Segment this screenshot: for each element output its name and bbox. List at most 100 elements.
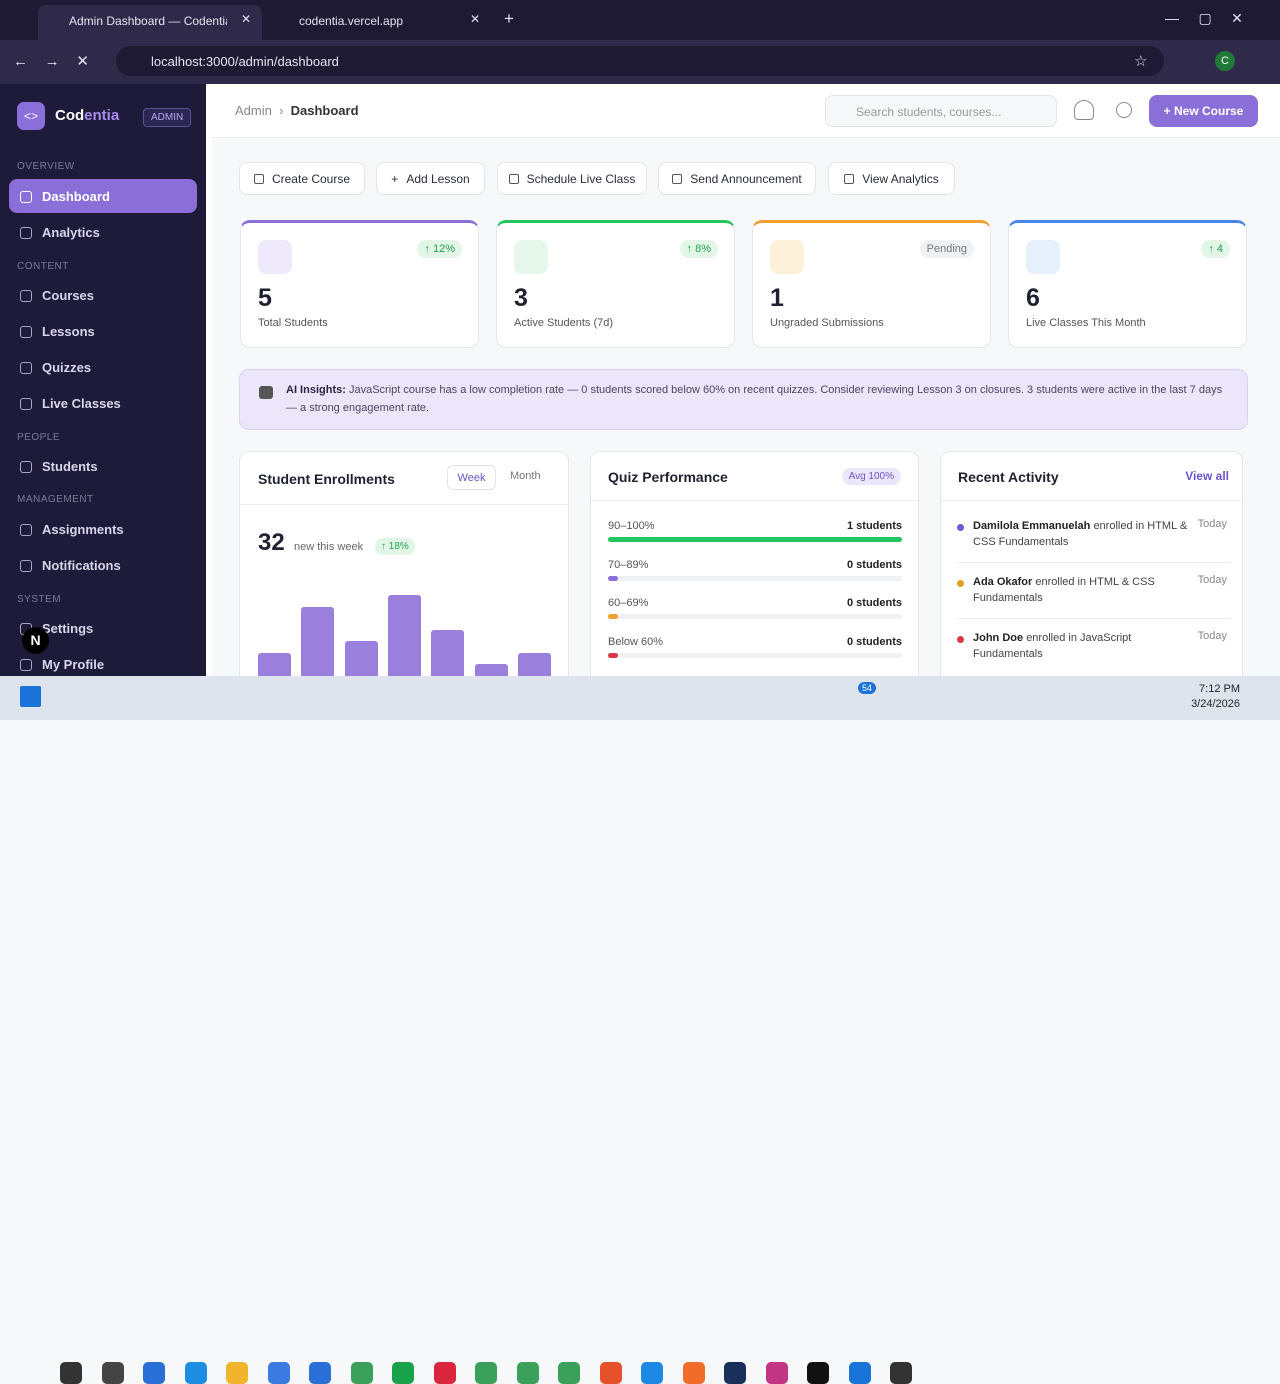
tab-title[interactable]: codentia.vercel.app [299, 14, 404, 28]
header: Admin › Dashboard Search students, cours… [212, 84, 1280, 138]
section-title: CONTENT [17, 261, 69, 272]
nav-item[interactable]: Quizzes [20, 360, 91, 375]
track [608, 614, 902, 619]
track [608, 652, 902, 658]
profile[interactable]: C [1215, 51, 1235, 71]
caption: new this week [294, 541, 364, 553]
address-bar-row: ← → ✕ localhost:3000/admin/dashboard ☆ C [0, 40, 1280, 84]
taskbar-app[interactable] [60, 1362, 82, 1384]
taskbar-app[interactable] [516, 1362, 539, 1384]
bar [387, 595, 421, 690]
taskbar-app[interactable] [807, 1362, 829, 1384]
stat-label: Active Students (7d) [514, 317, 614, 329]
search[interactable]: Search students, courses... [825, 95, 1057, 127]
taskbar-app[interactable] [101, 1362, 124, 1384]
nav-item[interactable]: Assignments [20, 522, 124, 537]
taskbar-app[interactable] [350, 1362, 373, 1384]
section-title: MANAGEMENT [17, 494, 94, 505]
quick-action[interactable]: View Analytics [828, 162, 955, 195]
taskbar-app[interactable] [848, 1362, 871, 1384]
separator [957, 618, 1231, 619]
start[interactable] [20, 686, 41, 707]
range: 60–69% [608, 597, 649, 609]
range: Below 60% [608, 635, 664, 648]
taskbar-app[interactable] [309, 1362, 331, 1384]
quick-action[interactable]: + Add Lesson [376, 162, 485, 195]
share-bar [608, 614, 618, 619]
section-title: SYSTEM [17, 594, 62, 605]
time: Today [1197, 574, 1227, 586]
range: 70–89% [608, 558, 649, 571]
panel-title: Recent Activity [958, 469, 1059, 485]
taskbar-app[interactable] [267, 1362, 290, 1384]
nav-item[interactable]: Dashboard [20, 189, 110, 204]
stat-icon [258, 240, 292, 274]
taskbar-app[interactable] [433, 1362, 456, 1384]
taskbar-app[interactable] [475, 1362, 497, 1384]
stat-value: 1 [770, 284, 784, 312]
nav-buttons[interactable]: ← → ✕ [13, 53, 89, 70]
stat-label: Live Classes This Month [1026, 317, 1146, 329]
quick-action[interactable]: Send Announcement [658, 162, 816, 195]
dot [957, 524, 964, 531]
quick-action[interactable]: Create Course [239, 162, 365, 195]
quiz-row: 60–69% 0 students [608, 597, 902, 627]
taskbar-app[interactable] [724, 1362, 746, 1384]
dot [957, 636, 964, 643]
time: Today [1197, 518, 1227, 530]
taskbar-app[interactable] [765, 1362, 788, 1384]
taskbar-app[interactable] [599, 1362, 622, 1384]
separator [957, 562, 1231, 563]
tab[interactable]: Month [510, 470, 541, 482]
taskbar-app[interactable] [682, 1362, 705, 1384]
bell[interactable] [1074, 100, 1094, 120]
time: Today [1197, 630, 1227, 642]
window-controls[interactable]: — ▢ ✕ [1165, 10, 1243, 26]
taskbar-app[interactable] [641, 1362, 663, 1384]
taskbar-app[interactable] [143, 1362, 165, 1384]
bar-chart [240, 452, 568, 690]
section-title: OVERVIEW [17, 161, 75, 172]
new-course-button[interactable]: + New Course [1149, 95, 1258, 127]
taskbar-app[interactable] [392, 1362, 414, 1384]
nav-item[interactable]: Notifications [20, 558, 121, 573]
active-tab[interactable]: Admin Dashboard — Codentia ✕ [38, 5, 262, 40]
nav-item[interactable]: Courses [20, 288, 94, 303]
track [608, 575, 902, 581]
taskbar-app[interactable] [226, 1362, 248, 1384]
close[interactable]: ✕ [241, 12, 252, 26]
avg-badge: Avg 100% [841, 468, 901, 485]
taskbar-app[interactable] [184, 1362, 207, 1384]
stat-label: Ungraded Submissions [770, 317, 884, 329]
share-bar [608, 575, 618, 581]
nav-item[interactable]: Lessons [20, 324, 95, 339]
view-all[interactable]: View all [1185, 469, 1229, 483]
quick-action[interactable]: Schedule Live Class [497, 162, 647, 195]
range: 90–100% [608, 520, 655, 532]
address-bar[interactable]: localhost:3000/admin/dashboard ☆ [116, 46, 1164, 76]
admin-badge: ADMIN [143, 108, 192, 127]
activity-text: John Doe enrolled in JavaScript Fundamen… [973, 632, 1132, 660]
help[interactable] [1116, 102, 1132, 118]
close[interactable]: ✕ [470, 12, 481, 26]
quiz-row: 90–100% 1 students [608, 520, 902, 550]
nav-item[interactable]: Live Classes [20, 396, 121, 411]
taskbar-app[interactable] [890, 1362, 912, 1384]
dot [957, 580, 964, 587]
nav-item[interactable]: Analytics [20, 225, 100, 240]
tab[interactable]: Week [447, 465, 496, 490]
nav-item[interactable]: My Profile [20, 657, 104, 672]
stat-value: 3 [514, 284, 528, 312]
ai-label: AI Insights: [286, 384, 346, 396]
share-bar [608, 537, 902, 542]
sidebar: <> Codentia ADMIN OVERVIEW Dashboard Ana… [0, 84, 206, 676]
taskbar-app[interactable] [558, 1362, 580, 1384]
activity-item: Damilola Emmanuelah enrolled in HTML & C… [941, 518, 1231, 568]
nav-item[interactable]: Students [20, 459, 98, 474]
avatar[interactable]: N [22, 627, 49, 654]
bookmark[interactable]: ☆ [1134, 53, 1148, 70]
new-tab[interactable]: + [504, 9, 514, 28]
enrollments-panel: Student Enrollments Week Month 32 new th… [239, 451, 569, 691]
active-item [9, 179, 197, 213]
